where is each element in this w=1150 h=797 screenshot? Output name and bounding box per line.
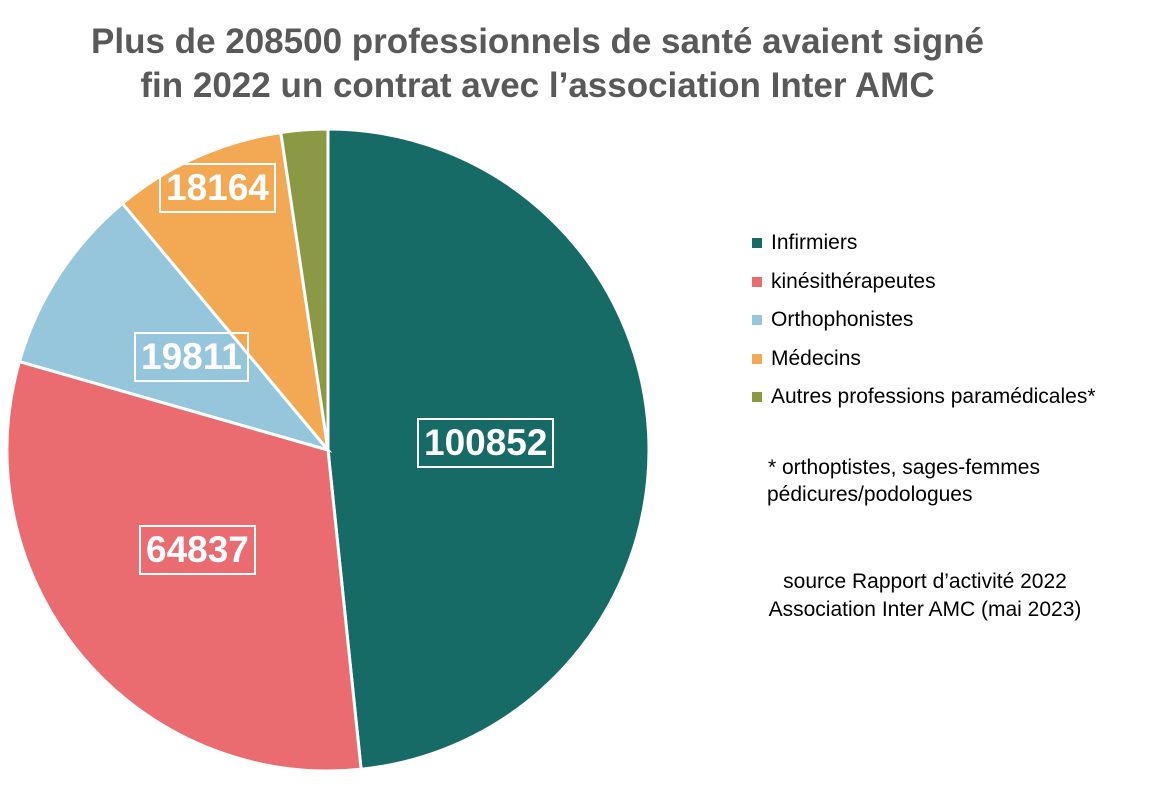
legend-item-kinesitherapeutes: kinésithérapeutes xyxy=(752,263,1096,302)
source-line-2: Association Inter AMC (mai 2023) xyxy=(768,598,1082,621)
data-label-orthophonistes: 19811 xyxy=(134,332,249,382)
legend-item-medecins: Médecins xyxy=(752,340,1096,379)
pie-slice-kinesitherapeutes xyxy=(5,359,363,773)
legend-swatch-icon xyxy=(752,353,762,364)
legend-swatch-icon xyxy=(752,392,762,403)
legend-swatch-icon xyxy=(752,315,762,326)
footnote: * orthoptistes, sages-femmes pédicures/p… xyxy=(767,454,1040,508)
legend-label: Médecins xyxy=(771,346,861,370)
pie-slice-infirmiers xyxy=(326,127,651,771)
legend: Infirmiers kinésithérapeutes Orthophonis… xyxy=(752,224,1096,417)
footnote-line-2: pédicures/podologues xyxy=(767,483,973,506)
data-label-infirmiers: 100852 xyxy=(417,418,555,468)
pie-slice-autres xyxy=(279,127,330,451)
legend-item-infirmiers: Infirmiers xyxy=(752,224,1096,263)
data-label-kinesitherapeutes: 64837 xyxy=(139,525,256,575)
legend-swatch-icon xyxy=(752,276,762,287)
legend-item-orthophonistes: Orthophonistes xyxy=(752,301,1096,340)
legend-label: Infirmiers xyxy=(771,231,858,255)
pie-slice-orthophonistes xyxy=(17,201,333,453)
chart-title-line-2: fin 2022 un contrat avec l’association I… xyxy=(140,66,935,105)
pie-chart xyxy=(5,127,651,773)
footnote-line-1: * orthoptistes, sages-femmes xyxy=(768,456,1040,479)
legend-label: kinésithérapeutes xyxy=(771,269,936,293)
legend-label: Orthophonistes xyxy=(771,308,914,332)
source-line-1: source Rapport d’activité 2022 xyxy=(783,570,1067,593)
chart-title-line-1: Plus de 208500 professionnels de santé a… xyxy=(91,22,984,61)
source-note: source Rapport d’activité 2022 Associati… xyxy=(745,568,1105,624)
legend-label: Autres professions paramédicales* xyxy=(771,385,1096,409)
legend-item-autres: Autres professions paramédicales* xyxy=(752,378,1096,417)
data-label-medecins: 18164 xyxy=(159,163,276,213)
legend-swatch-icon xyxy=(752,238,762,249)
chart-title: Plus de 208500 professionnels de santé a… xyxy=(0,20,1075,108)
